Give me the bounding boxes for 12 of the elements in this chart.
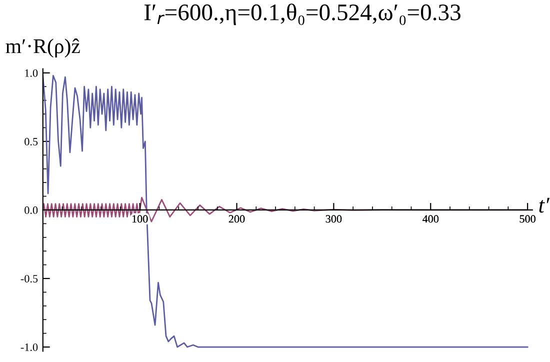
y-tick-label: 1.0	[25, 69, 38, 77]
y-tick-label: -1.0	[20, 343, 38, 352]
y-tick-label: 0.5	[24, 138, 38, 146]
x-axis-title: t′	[539, 198, 550, 213]
chart-title: I′$_{r}$=600.,η=0.1,θ₀=0.524,ω′₀=0.33	[144, 4, 460, 26]
x-tick-label: 400	[422, 215, 439, 223]
x-tick-label: 300	[326, 215, 342, 223]
x-tick-label: 500	[520, 215, 536, 223]
x-tick-label: 200	[228, 215, 245, 223]
y-tick-label: 0.0	[24, 206, 38, 214]
y-tick-label: -0.5	[20, 274, 38, 283]
y-axis-title: m′·R(ρ)ẑ	[6, 38, 80, 58]
